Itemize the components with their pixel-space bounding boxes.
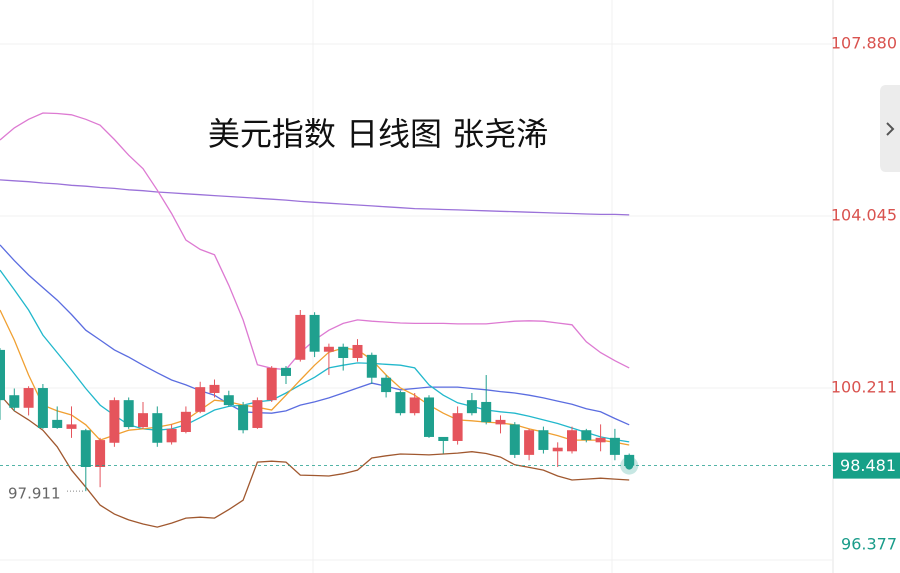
candle-body	[123, 400, 134, 428]
candle-body	[552, 447, 563, 452]
candle-body	[138, 413, 148, 428]
candle-body	[567, 430, 577, 452]
candle-body	[66, 424, 77, 429]
candle-body	[323, 346, 334, 352]
candle-body	[438, 436, 449, 441]
chevron-icon	[886, 122, 895, 136]
candle-body	[352, 344, 363, 358]
y-tick-label: 107.880	[831, 33, 897, 52]
indicator-line	[0, 309, 630, 446]
toggle-button[interactable]	[880, 85, 900, 172]
candle-body	[595, 437, 606, 443]
low-label: 97.911	[8, 485, 61, 503]
plot-area	[0, 43, 833, 561]
candle-body	[509, 424, 520, 455]
candle-body	[281, 367, 291, 376]
candle-body	[152, 413, 163, 443]
candle-body	[309, 314, 320, 352]
candle-body	[452, 413, 463, 441]
price-badge	[833, 452, 900, 479]
y-tick-label: 104.045	[831, 206, 897, 225]
candle-body	[538, 430, 549, 450]
indicator-line	[0, 394, 630, 528]
candle-body	[95, 440, 106, 467]
candle-body	[266, 367, 277, 401]
candle-body	[195, 387, 206, 412]
candle-body	[524, 430, 535, 455]
price-dot	[625, 461, 634, 470]
candle-body	[295, 314, 306, 360]
candle-body	[366, 354, 377, 378]
indicator-line	[0, 244, 630, 426]
candle-body	[23, 388, 34, 408]
indicator-line	[0, 179, 630, 216]
y-tick-label: 100.211	[831, 377, 897, 396]
candle-body	[209, 384, 220, 393]
candle-body	[581, 430, 592, 441]
chart-title: 美元指数 日线图 张尧浠	[208, 115, 548, 153]
candle-body	[409, 397, 420, 414]
candle-body	[180, 411, 191, 433]
price-label: 98.481	[840, 456, 896, 475]
candle-body	[166, 428, 177, 443]
candle-body	[424, 397, 434, 437]
candle-body	[37, 388, 48, 428]
candle-body	[466, 400, 477, 414]
candle-body	[238, 405, 249, 431]
candle-body	[395, 392, 406, 414]
candle-body	[223, 395, 234, 406]
indicator-line	[0, 269, 630, 443]
candle-body	[0, 349, 5, 401]
candle-body	[252, 400, 263, 428]
candle-body	[109, 400, 120, 443]
candle-body	[624, 454, 635, 466]
candle-body	[52, 419, 63, 428]
candle-body	[609, 437, 620, 455]
candle-body	[481, 401, 492, 423]
candle-body	[80, 430, 91, 467]
side-panel-toggle[interactable]	[880, 85, 900, 172]
candle-body	[495, 419, 506, 425]
y-tick-label: 96.377	[841, 535, 897, 554]
candle-body	[381, 377, 392, 393]
candle-body	[338, 346, 349, 358]
candle-body	[9, 395, 20, 408]
